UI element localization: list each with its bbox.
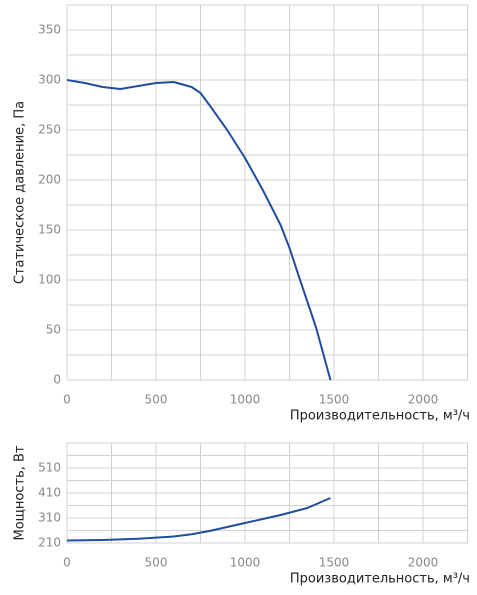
x-tick-label: 1500: [319, 393, 350, 407]
x-axis-title: Производительность, м³/ч: [290, 409, 470, 424]
x-axis-title: Производительность, м³/ч: [290, 572, 470, 587]
y-tick-label: 410: [38, 486, 61, 500]
y-tick-label: 250: [38, 123, 61, 137]
x-tick-label: 1500: [319, 556, 350, 570]
x-tick-label: 1000: [230, 393, 261, 407]
x-tick-label: 500: [145, 556, 168, 570]
series-line: [66, 79, 332, 381]
x-tick-label: 0: [63, 393, 71, 407]
x-tick-label: 2000: [408, 393, 439, 407]
series-line: [66, 497, 331, 542]
y-tick-label: 150: [38, 223, 61, 237]
x-tick-label: 2000: [408, 556, 439, 570]
y-tick-label: 510: [38, 461, 61, 475]
y-axis-title: Мощность, Вт: [13, 445, 28, 540]
y-tick-label: 0: [53, 373, 61, 387]
x-tick-label: 500: [145, 393, 168, 407]
x-tick-label: 0: [63, 556, 71, 570]
y-tick-label: 200: [38, 173, 61, 187]
y-tick-label: 310: [38, 511, 61, 525]
y-tick-label: 100: [38, 273, 61, 287]
plot-frame: [66, 4, 468, 381]
y-tick-label: 50: [46, 323, 61, 337]
y-tick-label: 350: [38, 23, 61, 37]
y-axis-title: Статическое давление, Па: [13, 101, 28, 284]
y-tick-label: 300: [38, 73, 61, 87]
x-tick-label: 1000: [230, 556, 261, 570]
plot-frame: [66, 442, 468, 544]
y-tick-label: 210: [38, 536, 61, 550]
